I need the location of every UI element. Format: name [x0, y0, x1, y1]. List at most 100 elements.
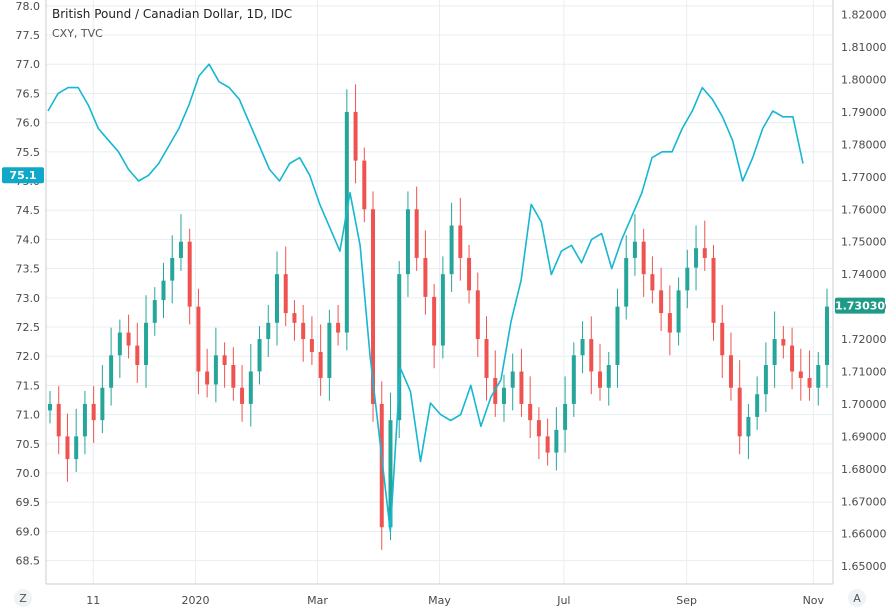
- right-last-value-label: 1.73030: [835, 300, 885, 313]
- right-tick-label: 1.80000: [841, 73, 887, 86]
- candle-body: [458, 225, 463, 258]
- right-tick-label: 1.70000: [841, 398, 887, 411]
- right-tick-label: 1.69000: [841, 430, 887, 443]
- candle-body: [632, 241, 637, 258]
- candle-body: [825, 306, 829, 365]
- left-tick-label: 77.0: [16, 58, 41, 71]
- candle-body: [231, 365, 236, 388]
- candle-body: [667, 313, 672, 333]
- left-tick-label: 74.5: [16, 204, 41, 217]
- right-tick-label: 1.74000: [841, 268, 887, 281]
- auto-scale-toggle-bg[interactable]: [848, 589, 866, 607]
- candle-body: [571, 355, 576, 404]
- auto-scale-toggle-label[interactable]: A: [853, 592, 861, 605]
- right-tick-label: 1.72000: [841, 333, 887, 346]
- left-tick-label: 75.5: [16, 146, 41, 159]
- time-tick-label: Jul: [556, 594, 570, 607]
- scale-toggle-left[interactable]: Z: [14, 589, 32, 607]
- candle-body: [475, 290, 480, 340]
- candle-body: [746, 416, 751, 437]
- candle-body: [536, 420, 541, 437]
- candle-body: [371, 209, 376, 404]
- right-tick-label: 1.71000: [841, 365, 887, 378]
- time-tick-label: 2020: [182, 594, 210, 607]
- candle-body: [152, 300, 157, 323]
- left-last-value-badge: 75.1: [2, 167, 44, 184]
- candle-body: [501, 387, 506, 404]
- right-tick-label: 1.81000: [841, 41, 887, 54]
- candle-body: [213, 355, 218, 385]
- left-tick-label: 71.0: [16, 409, 41, 422]
- left-tick-label: 77.5: [16, 29, 41, 42]
- candle-body: [379, 403, 384, 528]
- candle-body: [178, 241, 183, 258]
- candle-body: [109, 355, 114, 388]
- candle-body: [344, 111, 349, 333]
- grid-lines: [46, 0, 833, 584]
- candle-body: [676, 290, 681, 333]
- candle-body: [187, 241, 192, 307]
- left-tick-label: 70.5: [16, 438, 41, 451]
- candle-body: [798, 371, 803, 378]
- candle-body: [650, 274, 655, 291]
- candle-body: [440, 274, 445, 346]
- candle-body: [711, 257, 716, 323]
- right-tick-label: 1.75000: [841, 236, 887, 249]
- candle-body: [196, 306, 201, 372]
- auto-scale-toggle[interactable]: A: [848, 589, 866, 607]
- candle-body: [554, 429, 559, 453]
- right-axis: 1.82000 1.81000 1.80000 1.79000 1.78000 1.770…: [841, 9, 887, 574]
- candle-body: [728, 355, 733, 388]
- candle-body: [170, 257, 175, 281]
- candle-body: [222, 355, 227, 365]
- candle-body: [405, 209, 410, 275]
- left-last-value-badge-bg: [2, 167, 44, 184]
- candle-body: [702, 248, 707, 258]
- candle-body: [318, 352, 323, 378]
- candle-body: [56, 403, 61, 437]
- left-tick-label: 69.5: [16, 496, 41, 509]
- right-tick-label: 1.65000: [841, 560, 887, 573]
- scale-toggle-left-label[interactable]: Z: [19, 592, 27, 605]
- candle-body: [545, 436, 550, 453]
- left-tick-label: 68.5: [16, 555, 41, 568]
- candle-body: [248, 371, 253, 404]
- left-tick-label: 73.0: [16, 292, 41, 305]
- candle-body: [589, 339, 594, 372]
- candle-body: [423, 257, 428, 297]
- candle-body: [615, 306, 620, 365]
- cxy-line-series: [47, 63, 804, 533]
- candle-body: [126, 332, 131, 346]
- time-tick-label: 11: [86, 594, 100, 607]
- right-tick-label: 1.66000: [841, 528, 887, 541]
- candle-body: [432, 296, 437, 346]
- candle-body: [353, 111, 358, 161]
- candle-body: [528, 403, 533, 421]
- right-tick-label: 1.77000: [841, 171, 887, 184]
- candle-body: [606, 365, 611, 388]
- right-tick-label: 1.76000: [841, 203, 887, 216]
- candle-body: [301, 322, 306, 340]
- scale-toggle-left-bg[interactable]: [14, 589, 32, 607]
- candle-body: [336, 322, 341, 333]
- left-tick-label: 72.0: [16, 350, 41, 363]
- candle-body: [816, 365, 821, 388]
- candle-body: [484, 339, 489, 378]
- candle-body: [117, 332, 122, 356]
- time-tick-label: Mar: [307, 594, 328, 607]
- candle-body: [685, 267, 690, 291]
- right-last-value-badge-bg: [835, 297, 885, 314]
- left-tick-label: 71.5: [16, 379, 41, 392]
- left-tick-label: 69.0: [16, 525, 41, 538]
- right-last-value-badge: 1.73030: [835, 297, 885, 314]
- left-tick-label: 78.0: [16, 0, 41, 13]
- right-tick-label: 1.79000: [841, 106, 887, 119]
- candle-body: [257, 339, 262, 372]
- candle-body: [763, 365, 768, 395]
- candle-body: [755, 394, 760, 417]
- left-tick-label: 76.0: [16, 117, 41, 130]
- left-last-value-label: 75.1: [9, 169, 36, 182]
- candle-body: [720, 322, 725, 356]
- left-axis: 78.077.577.076.576.075.575.074.574.073.5…: [16, 0, 41, 568]
- right-tick-label: 1.68000: [841, 463, 887, 476]
